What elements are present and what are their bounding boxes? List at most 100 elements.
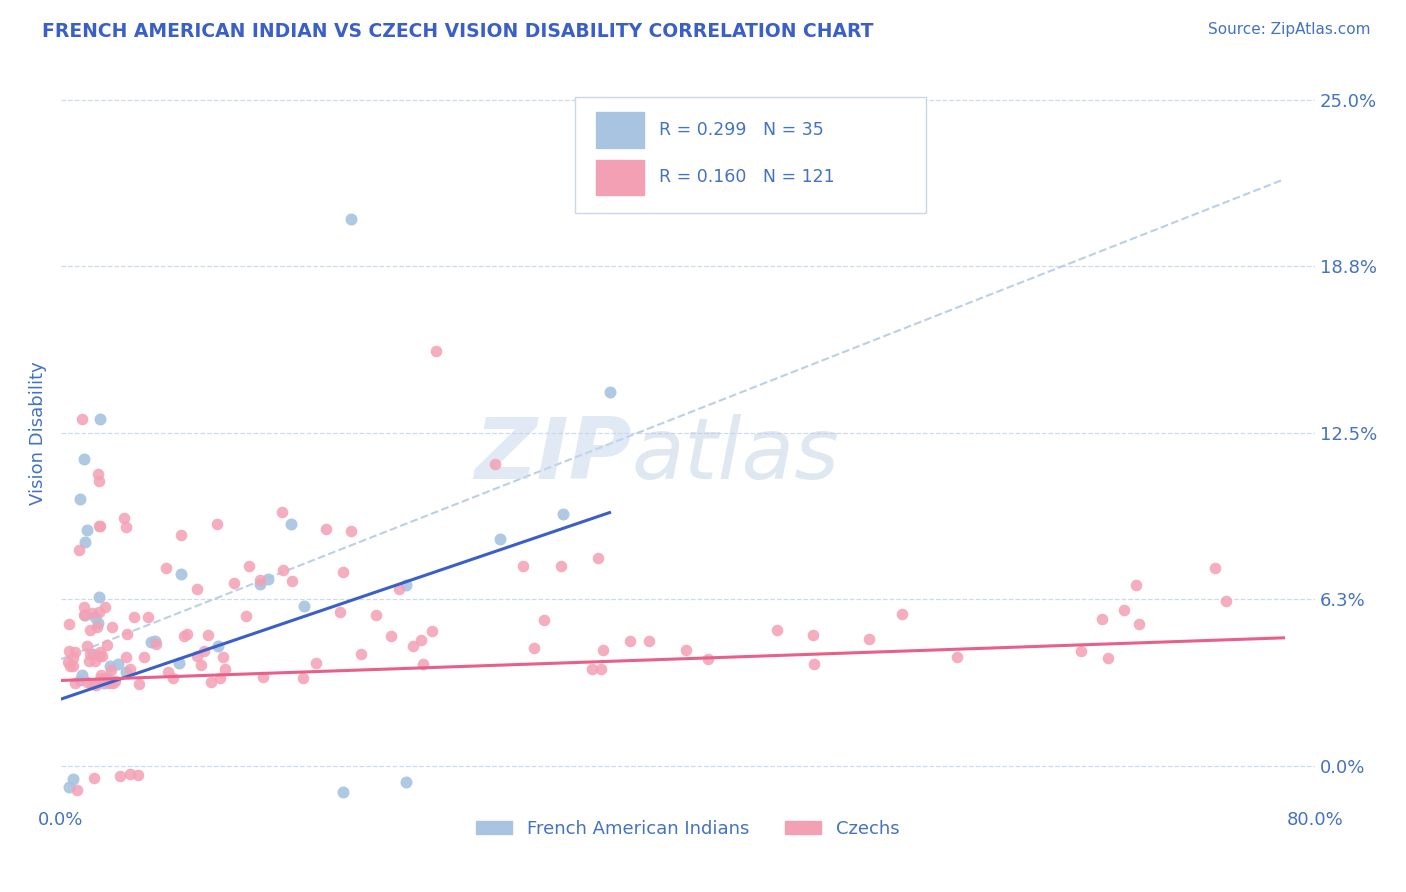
Point xyxy=(249,577,271,591)
Point xyxy=(63,645,86,659)
Point xyxy=(946,650,969,665)
Point xyxy=(94,600,117,615)
Point xyxy=(292,599,315,613)
Point xyxy=(209,671,232,685)
Point xyxy=(891,607,914,622)
Point xyxy=(115,649,138,664)
Point xyxy=(97,675,120,690)
Point xyxy=(77,654,100,668)
Point xyxy=(87,467,110,481)
Point xyxy=(1215,594,1237,608)
Point xyxy=(69,492,91,507)
Point xyxy=(69,673,91,688)
Point xyxy=(162,671,184,685)
Point xyxy=(205,516,228,531)
Point xyxy=(73,452,96,467)
Point xyxy=(675,643,697,657)
Point xyxy=(488,532,510,546)
Point xyxy=(271,563,294,577)
Point xyxy=(136,610,159,624)
Point xyxy=(200,674,222,689)
Point xyxy=(329,606,352,620)
Point xyxy=(252,669,274,683)
Text: ZIP: ZIP xyxy=(474,414,631,497)
Point xyxy=(1070,644,1092,658)
Point xyxy=(58,616,80,631)
Point xyxy=(1091,612,1114,626)
Point xyxy=(350,647,373,661)
Point xyxy=(291,671,314,685)
Point xyxy=(59,659,82,673)
Point xyxy=(101,620,124,634)
Point xyxy=(100,663,122,677)
Point xyxy=(87,615,110,630)
Point xyxy=(420,624,443,639)
Point xyxy=(115,665,138,680)
Point xyxy=(91,649,114,664)
Point xyxy=(66,782,89,797)
Point xyxy=(207,640,229,654)
Point xyxy=(58,780,80,794)
Point xyxy=(84,610,107,624)
Legend: French American Indians, Czechs: French American Indians, Czechs xyxy=(470,813,907,846)
Point xyxy=(411,633,433,648)
Point xyxy=(1097,651,1119,665)
Point xyxy=(1128,617,1150,632)
Point xyxy=(87,590,110,604)
Point xyxy=(619,634,641,648)
Point xyxy=(115,520,138,534)
Point xyxy=(551,507,574,521)
Point xyxy=(70,412,93,426)
Point xyxy=(638,633,661,648)
Point xyxy=(1125,578,1147,592)
Point xyxy=(120,766,142,780)
Point xyxy=(98,659,121,673)
Y-axis label: Vision Disability: Vision Disability xyxy=(30,360,46,505)
Point xyxy=(364,607,387,622)
Point xyxy=(63,675,86,690)
Point xyxy=(167,656,190,670)
Point xyxy=(84,678,107,692)
Point xyxy=(586,550,609,565)
Point xyxy=(82,677,104,691)
Point xyxy=(696,652,718,666)
Point xyxy=(118,662,141,676)
Point xyxy=(89,672,111,686)
Point xyxy=(96,671,118,685)
Point xyxy=(84,654,107,668)
Point xyxy=(257,572,280,586)
Point xyxy=(170,527,193,541)
Point xyxy=(803,657,825,671)
Point xyxy=(112,511,135,525)
Point xyxy=(73,599,96,614)
Point xyxy=(550,559,572,574)
Point xyxy=(1112,603,1135,617)
Text: atlas: atlas xyxy=(631,414,839,497)
Point xyxy=(801,628,824,642)
Point xyxy=(249,573,271,587)
Point xyxy=(76,524,98,538)
FancyBboxPatch shape xyxy=(596,112,644,148)
Point xyxy=(143,633,166,648)
Point xyxy=(58,644,80,658)
Point xyxy=(107,657,129,672)
Point xyxy=(90,668,112,682)
Point xyxy=(86,620,108,634)
Point xyxy=(380,628,402,642)
Point xyxy=(62,658,84,673)
Point xyxy=(190,658,212,673)
Text: Source: ZipAtlas.com: Source: ZipAtlas.com xyxy=(1208,22,1371,37)
Point xyxy=(72,608,94,623)
Point xyxy=(235,608,257,623)
Point xyxy=(76,675,98,690)
Point xyxy=(425,344,447,359)
Point xyxy=(176,626,198,640)
Point xyxy=(395,774,418,789)
Point xyxy=(76,639,98,653)
Point xyxy=(75,608,97,623)
Point xyxy=(1204,560,1226,574)
Point xyxy=(523,640,546,655)
Point xyxy=(402,639,425,653)
Text: R = 0.299   N = 35: R = 0.299 N = 35 xyxy=(659,120,824,139)
Point xyxy=(412,657,434,671)
